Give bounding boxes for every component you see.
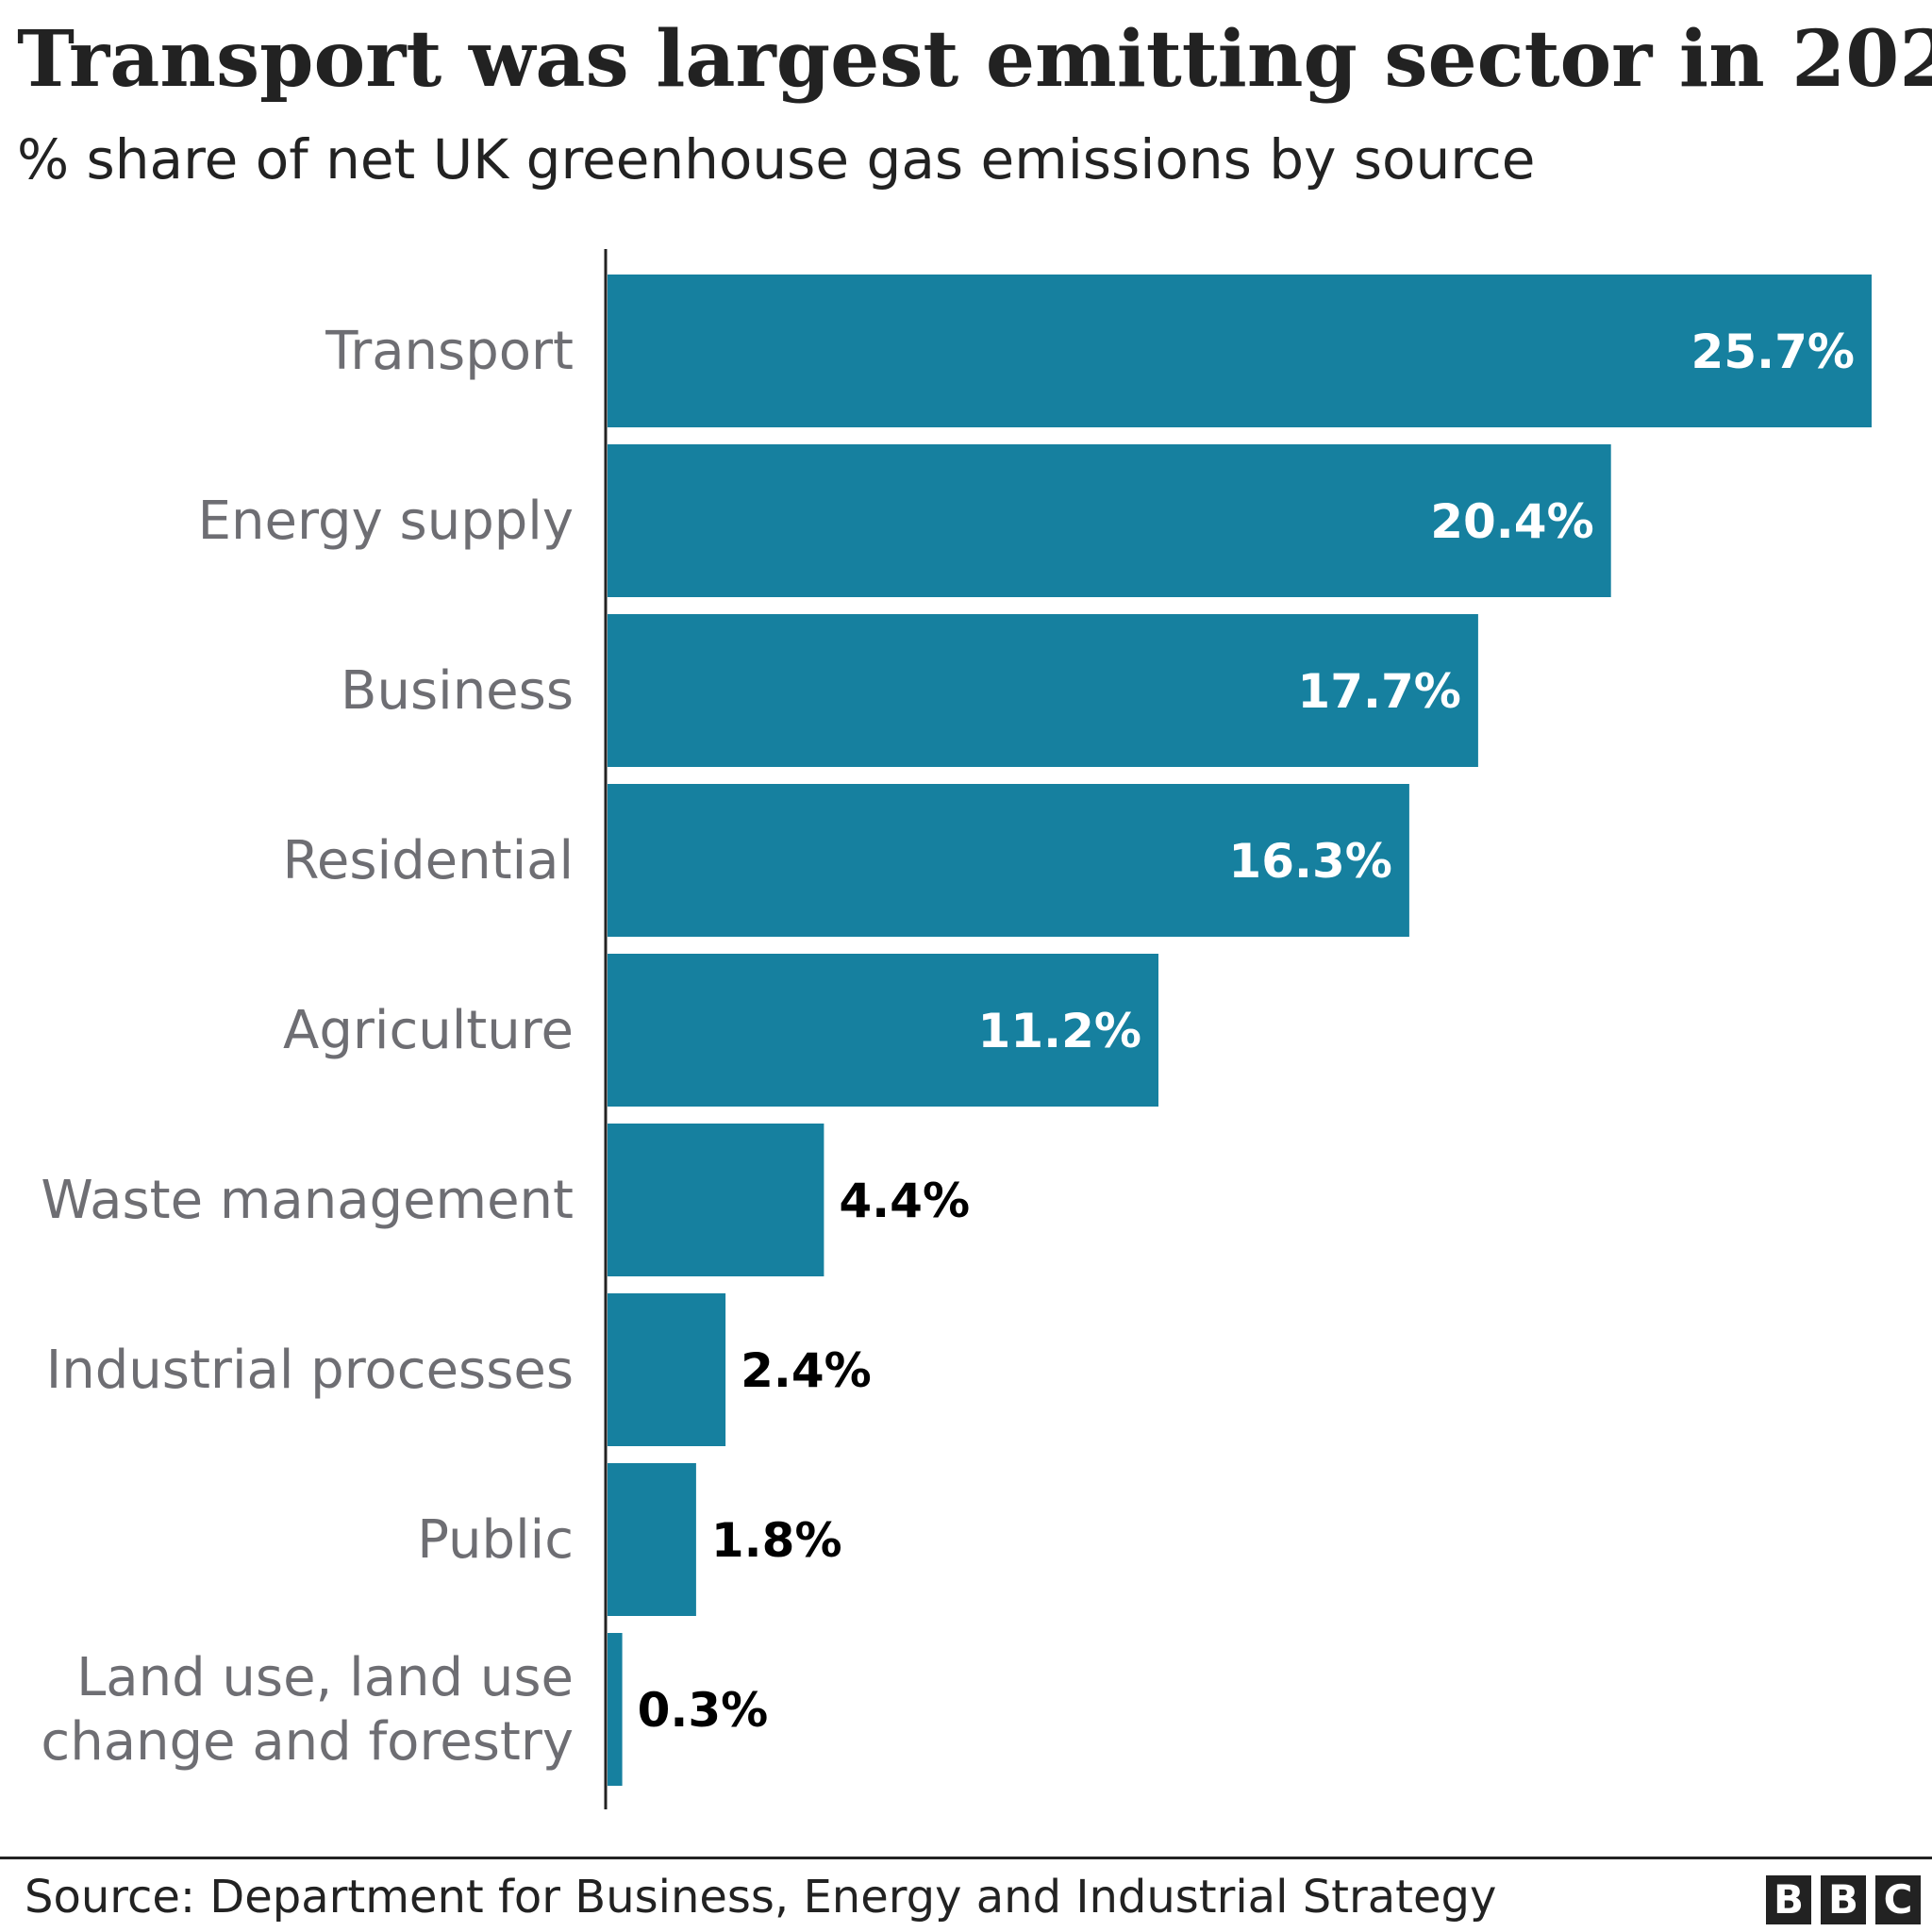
source-note: Source: Department for Business, Energy … [25, 1871, 1497, 1924]
category-label-energy-supply: Energy supply [198, 491, 574, 552]
bar-land-use-land-use-change-and-forestry [608, 1633, 623, 1786]
footer-rule [0, 1857, 1932, 1859]
value-label-agriculture: 11.2% [978, 1004, 1141, 1058]
bar-agriculture [608, 954, 1158, 1107]
category-label-transport: Transport [325, 321, 574, 382]
logo-letter-3: C [1875, 1875, 1921, 1924]
value-label-business: 17.7% [1297, 664, 1460, 719]
chart-subtitle: % share of net UK greenhouse gas emissio… [17, 127, 1536, 192]
category-label-public: Public [417, 1509, 574, 1571]
category-label-waste-management: Waste management [41, 1170, 574, 1231]
value-label-industrial-processes: 2.4% [741, 1343, 872, 1398]
bars-layer: Transport 25.7% Energy supply 20.4% Business… [41, 275, 1872, 1786]
bar-public [608, 1463, 696, 1616]
category-label-residential: Residential [283, 830, 574, 891]
category-label-industrial-processes: Industrial processes [46, 1340, 574, 1401]
bar-energy-supply [608, 444, 1611, 597]
logo-letter-2: B [1821, 1875, 1866, 1924]
value-label-waste-management: 4.4% [839, 1174, 970, 1228]
value-label-land-use-land-use-change-and-forestry: 0.3% [638, 1683, 769, 1738]
category-label-land-use-land-use-change-and-forestry: Land use, land use change and forestry [41, 1647, 574, 1773]
category-label-business: Business [341, 660, 574, 722]
category-label-agriculture: Agriculture [283, 1000, 574, 1061]
value-label-residential: 16.3% [1228, 834, 1391, 889]
bar-residential [608, 784, 1409, 937]
value-label-public: 1.8% [711, 1513, 842, 1568]
bar-industrial-processes [608, 1293, 726, 1446]
bar-business [608, 614, 1478, 767]
bar-transport [608, 275, 1872, 427]
bar-waste-management [608, 1124, 824, 1276]
value-label-transport: 25.7% [1691, 325, 1855, 379]
chart-title: Transport was largest emitting sector in… [17, 14, 1932, 105]
value-label-energy-supply: 20.4% [1430, 494, 1593, 549]
bbc-logo: B B C [1766, 1875, 1921, 1924]
bar-chart: Transport 25.7% Energy supply 20.4% Business… [41, 249, 1872, 1809]
logo-letter-1: B [1766, 1875, 1811, 1924]
